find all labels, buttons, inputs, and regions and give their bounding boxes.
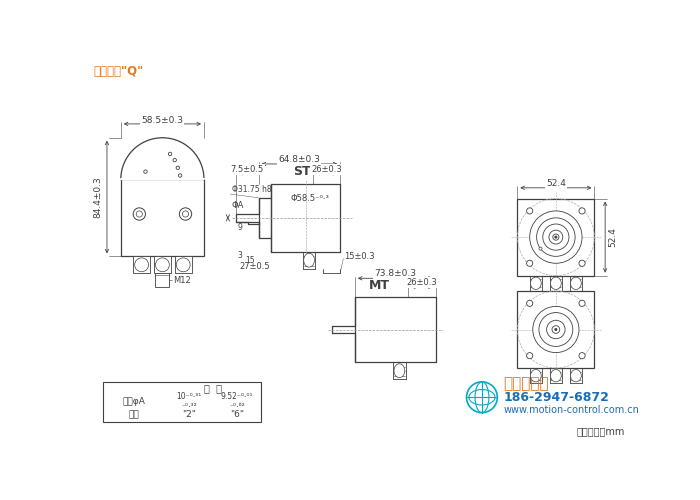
Text: 27±0.5: 27±0.5 bbox=[239, 262, 270, 272]
Text: 西安德伍拓: 西安德伍拓 bbox=[503, 376, 549, 391]
Circle shape bbox=[136, 211, 142, 217]
Ellipse shape bbox=[134, 258, 148, 272]
Text: 方形法兰"Q": 方形法兰"Q" bbox=[94, 64, 144, 78]
Ellipse shape bbox=[570, 370, 581, 382]
Text: 84.4±0.3: 84.4±0.3 bbox=[93, 176, 102, 218]
Text: 15±0.3: 15±0.3 bbox=[344, 252, 374, 260]
Circle shape bbox=[144, 170, 147, 173]
Bar bbox=[517, 198, 594, 276]
Text: "2": "2" bbox=[182, 410, 196, 419]
Bar bbox=[155, 274, 169, 287]
Wedge shape bbox=[121, 138, 204, 179]
Circle shape bbox=[537, 218, 575, 256]
Circle shape bbox=[178, 174, 182, 177]
Bar bbox=[133, 256, 150, 274]
Ellipse shape bbox=[550, 370, 561, 382]
Ellipse shape bbox=[531, 277, 541, 289]
Circle shape bbox=[542, 224, 569, 250]
Bar bbox=[517, 291, 594, 368]
Circle shape bbox=[133, 208, 146, 220]
Text: 9.52⁻⁰⋅⁰¹
⁻⁰⋅⁶²: 9.52⁻⁰⋅⁰¹ ⁻⁰⋅⁶² bbox=[220, 392, 253, 411]
Ellipse shape bbox=[155, 258, 169, 272]
Text: Φ58.5⁻⁰⋅³: Φ58.5⁻⁰⋅³ bbox=[290, 194, 329, 203]
Circle shape bbox=[526, 208, 533, 214]
Circle shape bbox=[526, 352, 533, 359]
Text: 3: 3 bbox=[237, 251, 242, 260]
Ellipse shape bbox=[550, 277, 561, 289]
Text: 52.4: 52.4 bbox=[546, 180, 566, 188]
Circle shape bbox=[539, 312, 573, 346]
Text: 186-2947-6872: 186-2947-6872 bbox=[503, 391, 610, 404]
Circle shape bbox=[530, 211, 582, 264]
Ellipse shape bbox=[176, 258, 190, 272]
Circle shape bbox=[173, 158, 176, 162]
Text: Φ31.75 h8: Φ31.75 h8 bbox=[232, 184, 272, 194]
Text: 26±0.3: 26±0.3 bbox=[407, 278, 438, 287]
Text: 26±0.3: 26±0.3 bbox=[311, 165, 342, 174]
Bar bbox=[154, 256, 171, 274]
Text: 轴－φA: 轴－φA bbox=[122, 397, 146, 406]
Bar bbox=[121, 180, 204, 256]
Text: www.motion-control.com.cn: www.motion-control.com.cn bbox=[503, 406, 639, 415]
Circle shape bbox=[526, 300, 533, 306]
Text: 73.8±0.3: 73.8±0.3 bbox=[374, 269, 416, 278]
Text: 尺  寸: 尺 寸 bbox=[204, 384, 222, 394]
Text: M12: M12 bbox=[173, 276, 191, 284]
Circle shape bbox=[554, 328, 557, 330]
Circle shape bbox=[179, 208, 192, 220]
Circle shape bbox=[579, 208, 585, 214]
Circle shape bbox=[539, 247, 542, 250]
Text: 52.4: 52.4 bbox=[608, 227, 617, 247]
Text: ΦA: ΦA bbox=[232, 201, 244, 210]
Text: 尺寸单位：mm: 尺寸单位：mm bbox=[577, 426, 625, 436]
Text: ST: ST bbox=[293, 164, 311, 177]
Text: MT: MT bbox=[369, 279, 390, 292]
Circle shape bbox=[549, 230, 563, 244]
Ellipse shape bbox=[304, 254, 314, 267]
Text: 代码: 代码 bbox=[129, 410, 139, 419]
Bar bbox=[103, 382, 261, 422]
Circle shape bbox=[183, 211, 188, 217]
Circle shape bbox=[176, 166, 179, 170]
Ellipse shape bbox=[394, 364, 405, 378]
Ellipse shape bbox=[570, 277, 581, 289]
Circle shape bbox=[533, 306, 579, 352]
Circle shape bbox=[169, 152, 172, 156]
Circle shape bbox=[579, 260, 585, 266]
Circle shape bbox=[526, 260, 533, 266]
Text: 64.8±0.3: 64.8±0.3 bbox=[279, 155, 321, 164]
Bar bbox=[175, 256, 192, 274]
Ellipse shape bbox=[531, 370, 541, 382]
Text: "6": "6" bbox=[230, 410, 244, 419]
Text: 58.5±0.3: 58.5±0.3 bbox=[141, 116, 183, 124]
Text: 15: 15 bbox=[245, 256, 254, 266]
Circle shape bbox=[547, 320, 565, 338]
Circle shape bbox=[552, 326, 560, 334]
Circle shape bbox=[579, 352, 585, 359]
Circle shape bbox=[554, 236, 557, 238]
Circle shape bbox=[579, 300, 585, 306]
Text: 9: 9 bbox=[237, 223, 242, 232]
Circle shape bbox=[553, 234, 559, 240]
Text: 10⁻⁰⋅³¹
⁻⁰⋅³²: 10⁻⁰⋅³¹ ⁻⁰⋅³² bbox=[176, 392, 202, 411]
Text: 7.5±0.5: 7.5±0.5 bbox=[230, 165, 264, 174]
